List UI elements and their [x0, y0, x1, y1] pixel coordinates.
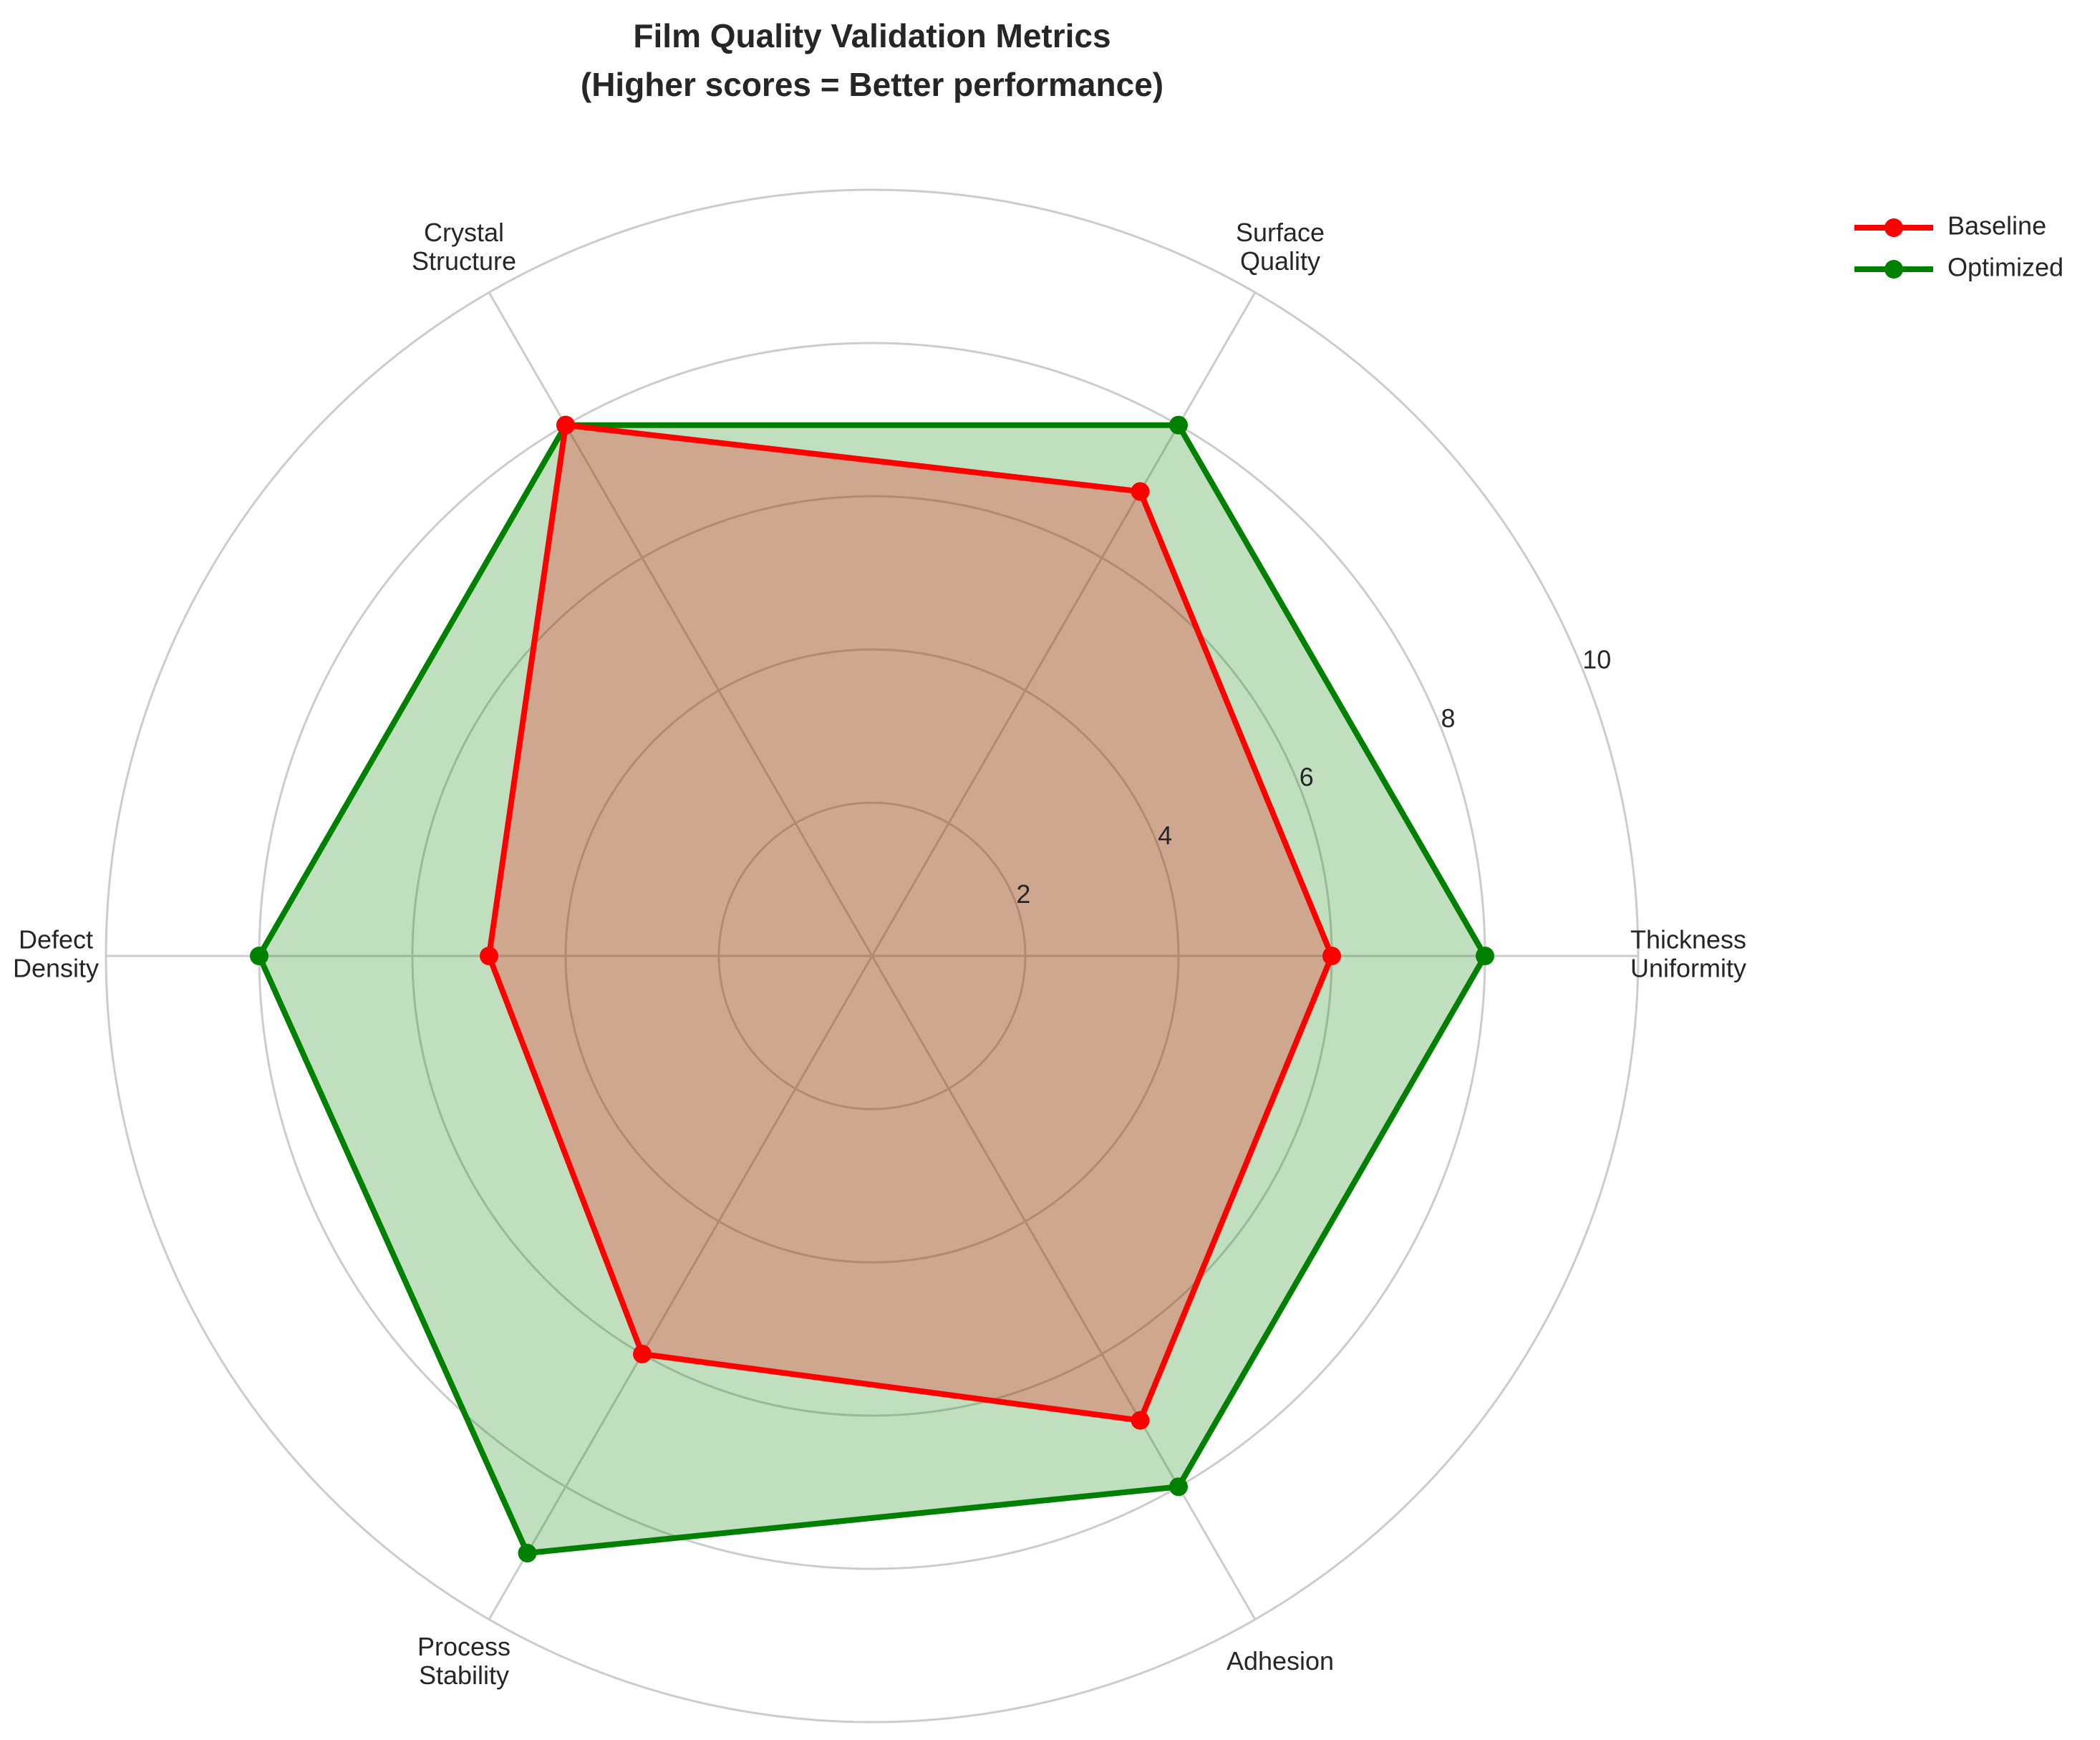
chart-title: Film Quality Validation Metrics (Higher …	[581, 17, 1163, 103]
series-layer	[250, 415, 1494, 1562]
category-label-5-line-0: Adhesion	[1226, 1646, 1334, 1676]
category-label-2-line-0: Crystal	[424, 218, 504, 247]
data-point-optimized-5	[1169, 1477, 1188, 1497]
data-point-baseline-2	[556, 415, 575, 435]
category-label-3-line-1: Density	[13, 954, 99, 983]
series-optimized	[250, 415, 1494, 1562]
chart-title-line-1: Film Quality Validation Metrics	[633, 17, 1111, 54]
grid-spoke-2	[488, 291, 874, 957]
category-label-4-line-1: Stability	[419, 1661, 509, 1690]
category-label-0-line-1: Uniformity	[1630, 954, 1746, 983]
data-point-baseline-0	[1322, 947, 1341, 965]
radial-tick-label-10: 10	[1582, 645, 1611, 675]
legend-item-baseline: Baseline	[1854, 211, 2046, 241]
category-label-1-line-0: Surface	[1236, 218, 1325, 247]
category-label-4-line-0: Process	[417, 1632, 511, 1661]
legend-label-optimized: Optimized	[1947, 253, 2063, 282]
series-fill-baseline	[489, 425, 1332, 1421]
category-label-0-line-0: Thickness	[1630, 925, 1746, 954]
radial-tick-label-2: 2	[1016, 879, 1030, 909]
legend: Baseline Optimized	[1854, 211, 2063, 282]
grid-spoke-5	[871, 955, 1257, 1620]
grid-spoke-1	[871, 291, 1257, 957]
series-fill-optimized	[259, 425, 1485, 1554]
data-point-baseline-3	[480, 947, 498, 965]
legend-marker-optimized	[1884, 260, 1903, 279]
data-point-baseline-1	[1131, 482, 1150, 501]
chart-title-line-2: (Higher scores = Better performance)	[581, 66, 1163, 103]
legend-item-optimized: Optimized	[1854, 253, 2063, 282]
legend-label-baseline: Baseline	[1947, 211, 2046, 241]
data-point-optimized-4	[518, 1543, 537, 1562]
legend-marker-baseline	[1884, 218, 1903, 237]
data-point-optimized-3	[250, 947, 268, 965]
data-point-baseline-5	[1131, 1411, 1150, 1430]
radial-tick-label-6: 6	[1300, 762, 1314, 791]
series-baseline	[480, 415, 1341, 1430]
category-label-2-line-1: Structure	[412, 246, 516, 276]
radial-tick-labels: 2 4 6 8 10	[1016, 645, 1611, 909]
data-point-baseline-4	[633, 1344, 652, 1363]
radial-tick-label-8: 8	[1441, 703, 1456, 733]
category-label-3-line-0: Defect	[19, 925, 93, 954]
category-label-5: Adhesion	[1226, 1646, 1334, 1676]
radial-tick-label-4: 4	[1158, 821, 1172, 850]
category-label-1-line-1: Quality	[1240, 246, 1320, 276]
grid-spoke-4	[488, 955, 874, 1620]
data-point-optimized-0	[1476, 947, 1494, 965]
data-point-optimized-1	[1169, 415, 1188, 435]
